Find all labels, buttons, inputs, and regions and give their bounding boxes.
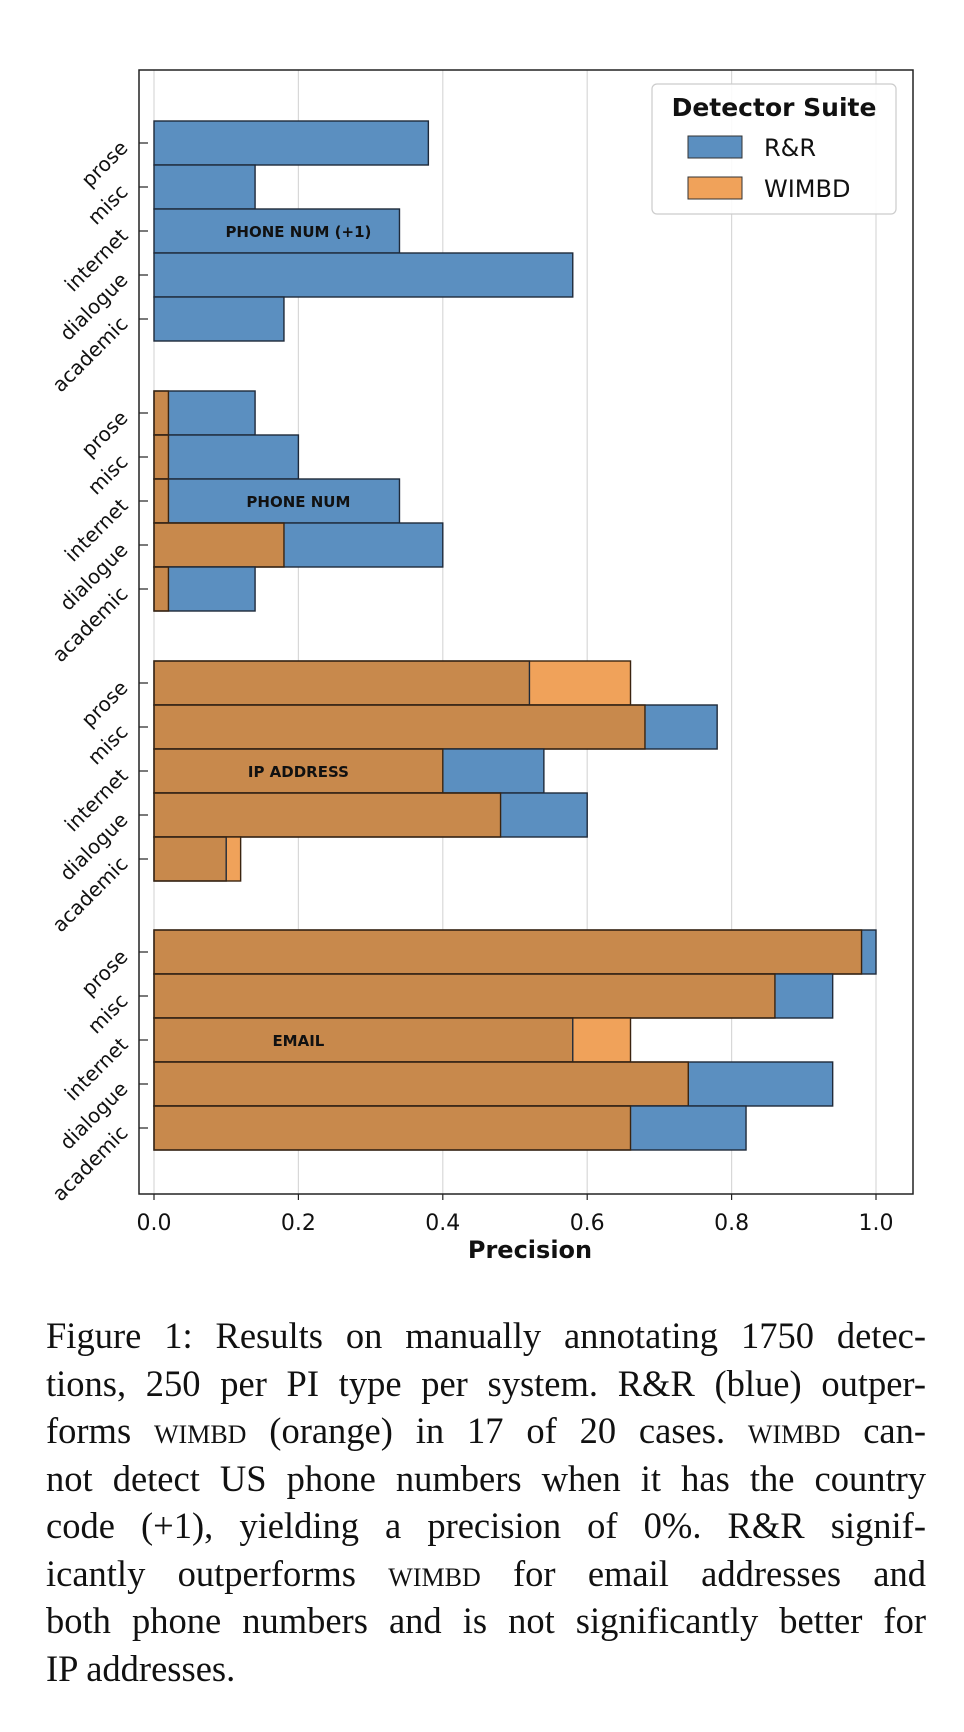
x-tick-label: 1.0 (859, 1211, 894, 1236)
bar-wimbd (153, 1105, 632, 1151)
caption-line: icantly outperforms wimbd for email addr… (46, 1550, 926, 1598)
bar-rr (153, 120, 430, 166)
bar-overlap (154, 391, 169, 435)
legend-swatch-wimbd (687, 176, 743, 200)
bar-overlap (154, 479, 169, 523)
bar-rr-excess (861, 930, 876, 974)
bar-rr-excess (154, 297, 284, 341)
bar-rr-excess (442, 749, 544, 793)
x-axis-title: Precision (468, 1236, 592, 1264)
legend-label-wimbd: WIMBD (764, 175, 850, 203)
x-tick-label: 0.0 (137, 1211, 172, 1236)
bar-rr-excess (154, 253, 573, 297)
caption-text: icantly outperforms (46, 1552, 389, 1594)
group-labels: PHONE NUM (+1) PHONE NUM IP ADDRESS EMAIL (225, 223, 371, 1050)
system-name: wimbd (388, 1552, 481, 1594)
figure-caption: Figure 1: Results on manually annotating… (46, 1312, 926, 1692)
x-axis-ticks: 0.0 0.2 0.4 0.6 0.8 1.0 (137, 1194, 894, 1236)
bar-overlap (154, 1106, 631, 1150)
legend-swatch-rr (687, 135, 743, 159)
caption-line: not detect US phone numbers when it has … (46, 1455, 926, 1503)
bar-rr-excess (168, 479, 400, 523)
caption-line: forms wimbd (orange) in 17 of 20 cases. … (46, 1407, 926, 1455)
plot-frame (138, 69, 914, 1195)
y-tick-label-prose: prose (76, 676, 132, 732)
bar-overlap (154, 974, 775, 1018)
bar-rr-excess (154, 121, 429, 165)
system-name: wimbd (747, 1410, 841, 1451)
bar-rr-excess (168, 435, 299, 479)
bar-overlap (154, 837, 227, 881)
caption-text: Figure 1: Results on manually annotating… (46, 1315, 926, 1356)
y-tick-label-prose: prose (76, 406, 132, 462)
bar-overlap (154, 1018, 573, 1062)
x-tick-label: 0.2 (281, 1211, 316, 1236)
bar-overlap (154, 930, 862, 974)
legend: Detector Suite R&R WIMBD (651, 83, 897, 215)
bar-overlap (154, 523, 284, 567)
bar-overlap (154, 435, 169, 479)
bar-rr-excess (168, 391, 256, 435)
y-tick-label-prose: prose (76, 136, 132, 192)
caption-text: tions, 250 per PI type per system. R&R (… (46, 1362, 926, 1404)
caption-text: code (+1), yielding a precision of 0%. R… (46, 1505, 926, 1546)
bar-rr-excess (774, 974, 833, 1018)
caption-text: can- (840, 1410, 927, 1451)
bar-wimbd (153, 566, 170, 612)
bar-rr-excess (688, 1062, 833, 1106)
group-label: EMAIL (272, 1032, 324, 1050)
legend-title: Detector Suite (672, 93, 877, 122)
caption-line: IP addresses. (46, 1645, 926, 1693)
legend-label-rr: R&R (764, 134, 816, 162)
bar-overlap (154, 1062, 689, 1106)
caption-text: both phone numbers and is not significan… (46, 1600, 926, 1641)
caption-text: forms (46, 1410, 155, 1451)
caption-text: IP addresses. (46, 1647, 236, 1689)
bar-wimbd-excess (572, 1018, 631, 1062)
caption-text: for email addresses and (480, 1552, 927, 1594)
y-axis-ticks: prosemiscinternetdialogueacademicprosemi… (47, 136, 148, 1206)
x-tick-label: 0.4 (425, 1211, 460, 1236)
bar-wimbd-excess (226, 837, 241, 881)
caption-line: tions, 250 per PI type per system. R&R (… (46, 1360, 926, 1408)
group-label: PHONE NUM (+1) (225, 223, 371, 241)
bar-overlap (154, 567, 169, 611)
group-label: PHONE NUM (246, 493, 350, 511)
bar-rr-excess (154, 209, 400, 253)
caption-line: Figure 1: Results on manually annotating… (46, 1312, 926, 1360)
caption-line: code (+1), yielding a precision of 0%. R… (46, 1502, 926, 1550)
bar-rr-excess (644, 705, 718, 749)
bar-overlap (154, 661, 530, 705)
bar-rr-excess (154, 165, 256, 209)
x-tick-label: 0.6 (570, 1211, 605, 1236)
bar-rr (153, 296, 285, 342)
bar-rr-excess (283, 523, 443, 567)
x-tick-label: 0.8 (714, 1211, 749, 1236)
caption-text: (orange) in 17 of 20 cases. (246, 1410, 748, 1451)
caption-text: not detect US phone numbers when it has … (46, 1457, 926, 1499)
bar-wimbd (153, 792, 502, 838)
bar-rr-excess (168, 567, 256, 611)
group-label: IP ADDRESS (248, 763, 349, 781)
bar-rr-excess (630, 1106, 747, 1150)
system-name: wimbd (154, 1410, 247, 1451)
caption-line: both phone numbers and is not significan… (46, 1597, 926, 1645)
bar-overlap (154, 793, 501, 837)
bar-overlap (154, 705, 645, 749)
bar-wimbd-excess (529, 661, 631, 705)
bar-overlap (154, 749, 443, 793)
bar-rr (153, 252, 574, 298)
bar-rr-excess (500, 793, 588, 837)
y-tick-label-prose: prose (76, 945, 132, 1001)
bar-wimbd (153, 836, 242, 882)
precision-bar-chart: PHONE NUM (+1) PHONE NUM IP ADDRESS EMAIL 0… (47, 69, 914, 1264)
bars (153, 120, 877, 1151)
